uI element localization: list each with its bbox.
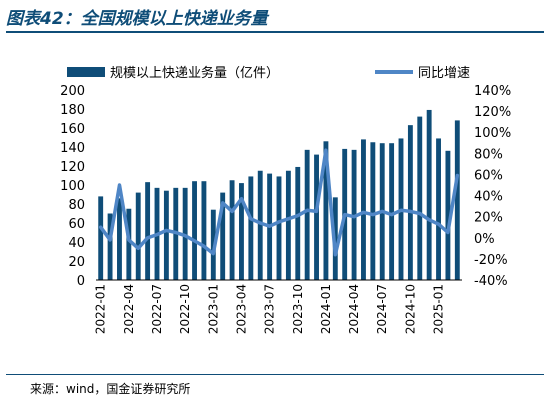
x-tick-label: 2023-01 [206,284,220,334]
y-left-tick-label: 180 [60,103,85,118]
bar [145,182,151,280]
bar [454,120,460,281]
x-tick-label: 2024-10 [403,284,417,334]
bar [389,143,395,280]
x-tick-label: 2022-07 [150,284,164,334]
bar [117,198,122,280]
legend-bar-label: 规模以上快递业务量（亿件） [110,65,279,81]
legend-line-label: 同比增速 [418,66,470,81]
bar [163,190,169,280]
bar [248,176,254,280]
y-right-tick-label: 100% [474,126,511,141]
bar [285,170,291,280]
bar [257,170,263,280]
x-tick-label: 2025-01 [432,284,446,334]
y-left-tick-label: 60 [68,217,85,232]
bar [304,149,310,280]
bar [126,208,132,280]
legend: 规模以上快递业务量（亿件） 同比增速 [67,65,470,81]
x-tick-label: 2024-04 [347,284,361,334]
y-left-tick-label: 100 [60,179,85,194]
bar [295,166,301,280]
y-right-tick-label: -40% [474,274,508,289]
bar [220,192,226,280]
plot-area: 0 20 40 60 80 100 120 140 160 180 200 -40% -20% 0% 20%… [60,84,511,334]
y-left-tick-label: 120 [60,160,85,175]
y-right-tick-label: 0% [474,232,495,247]
y-left-tick-label: 140 [60,141,85,156]
x-tick-label: 2023-04 [234,284,248,334]
y-left-tick-label: 40 [68,236,85,251]
y-right-tick-label: -20% [474,253,508,268]
y-left-tick-label: 200 [60,84,85,99]
y-right-tick-label: 120% [474,105,511,120]
bar [417,116,423,280]
x-tick-label: 2023-07 [263,284,277,334]
bar [436,138,441,280]
bar [192,181,197,280]
growth-line [98,148,460,257]
y-left-tick-label: 160 [60,122,85,137]
x-tick-label: 2022-01 [94,284,108,334]
bar [135,192,141,280]
x-tick-label: 2024-01 [319,284,333,334]
bar [239,183,244,280]
y-left-tick-label: 80 [68,198,85,213]
y-right-tick-label: 80% [474,147,503,162]
bar [370,142,376,280]
y-right-tick-label: 60% [474,168,503,183]
bar [361,139,366,280]
bar [426,109,432,280]
bar [107,213,113,280]
x-tick-label: 2024-07 [375,284,389,334]
bar [445,150,451,280]
y-right-tick-label: 140% [474,84,511,99]
x-tick-label: 2023-10 [291,284,305,334]
y-left-tick-label: 0 [77,274,85,289]
source-note: 来源：wind，国金证券研究所 [30,382,191,396]
bar [201,181,207,280]
y-right-tick-label: 20% [474,211,503,226]
bar [407,125,413,281]
x-tick-label: 2022-10 [178,284,192,334]
bar [323,141,329,280]
bar [314,154,319,280]
legend-bar-swatch [67,67,105,77]
y-right-tick-label: 40% [474,190,503,205]
bar [276,176,282,280]
figure-title: 图表42：全国规模以上快递业务量 [6,9,268,29]
x-tick-label: 2022-04 [122,284,136,334]
y-left-tick-label: 20 [68,255,85,270]
bar [98,196,104,280]
source-divider [6,374,544,375]
bar [229,180,235,280]
title-divider [6,31,544,33]
